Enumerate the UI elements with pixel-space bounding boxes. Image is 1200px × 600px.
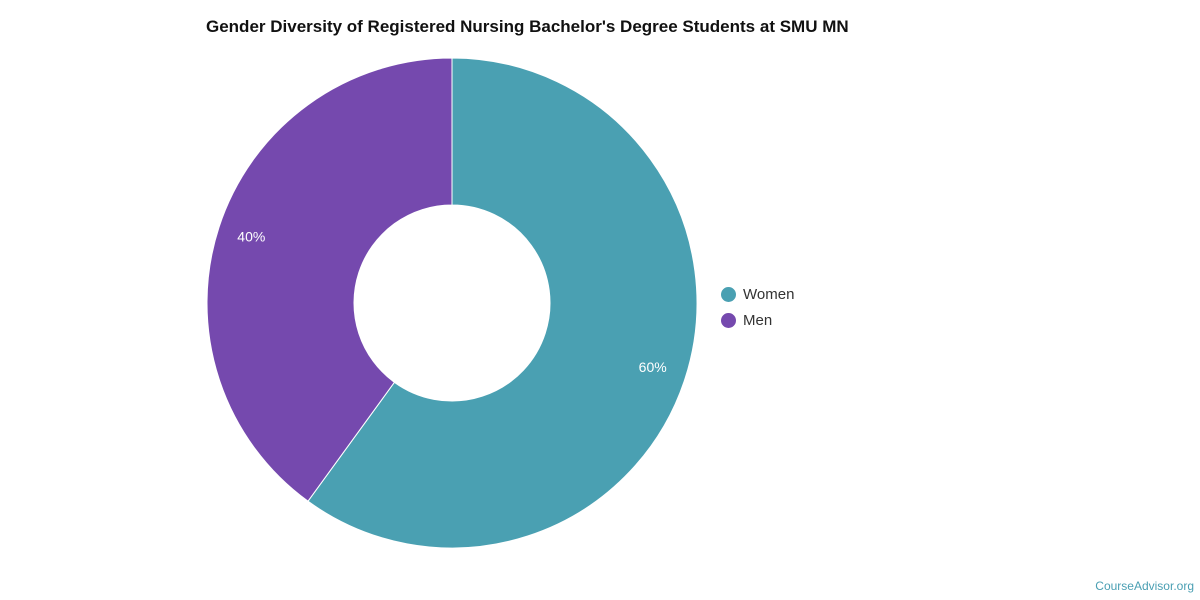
legend: Women Men <box>721 281 794 333</box>
legend-item-men[interactable]: Men <box>721 307 794 333</box>
legend-swatch-women <box>721 286 736 302</box>
legend-label-men: Men <box>743 311 773 329</box>
slice-men[interactable] <box>206 57 453 502</box>
slice-label-women: 60% <box>639 359 667 375</box>
chart-title: Gender Diversity of Registered Nursing B… <box>206 17 849 36</box>
legend-label-women: Women <box>743 285 795 303</box>
legend-swatch-men <box>721 312 736 328</box>
slice-women[interactable] <box>307 57 698 549</box>
legend-item-women[interactable]: Women <box>721 281 794 307</box>
slice-label-men: 40% <box>237 229 265 245</box>
watermark[interactable]: CourseAdvisor.org <box>1095 579 1194 593</box>
